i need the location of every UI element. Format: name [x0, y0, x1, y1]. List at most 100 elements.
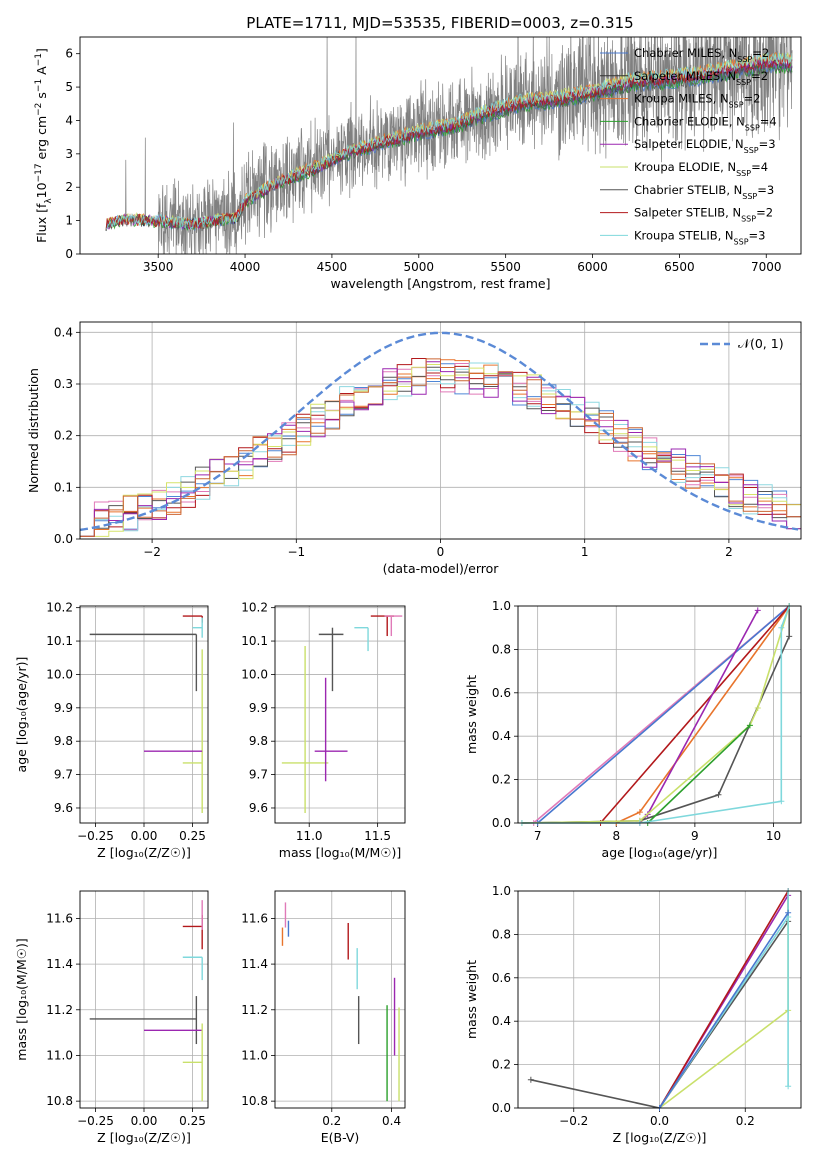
- normal-curve-line: [79, 331, 799, 532]
- legend-sub: SSP: [742, 191, 757, 200]
- cumulative-series-line: [658, 891, 789, 1109]
- x-axis-label: Z [log₁₀(Z/Z☉)]: [613, 1130, 707, 1145]
- y-axis-label-part: s: [34, 92, 49, 103]
- axes-frame: [517, 605, 802, 824]
- legend-entry: Chabrier MILES, NSSP=2: [634, 46, 769, 64]
- y-tick-label: 4: [65, 113, 73, 127]
- y-tick-label: 9.8: [54, 734, 73, 748]
- legend-name: Kroupa STELIB, N: [634, 228, 734, 242]
- x-tick-label: 6500: [664, 260, 695, 274]
- legend-entry: Chabrier ELODIE, NSSP=4: [634, 114, 777, 131]
- model-spectrum-line: [105, 61, 793, 232]
- y-axis-label: mass weight: [464, 960, 479, 1039]
- y-tick-label: 0.2: [492, 773, 511, 787]
- legend-sub: SSP: [729, 100, 744, 109]
- x-tick-label: −0.25: [77, 829, 114, 843]
- plus-marker: [754, 607, 761, 614]
- histogram-series: [80, 358, 801, 537]
- y-tick-label: 5: [65, 80, 73, 94]
- y-axis-label: mass weight: [464, 675, 479, 754]
- cumulative-series-line: [658, 912, 789, 1109]
- x-tick-label: 5000: [404, 260, 435, 274]
- x-tick-label: 0.25: [179, 1114, 206, 1128]
- y-axis-label-part: λ: [44, 198, 54, 204]
- x-tick-label: 0.00: [131, 829, 158, 843]
- model-spectrum-line: [105, 52, 793, 230]
- y-tick-label: 0: [65, 247, 73, 261]
- legend-suffix: =4: [751, 160, 768, 174]
- plus-marker: [754, 704, 761, 711]
- y-tick-label: 0.0: [492, 1101, 511, 1115]
- x-tick-label: 11.5: [364, 829, 391, 843]
- errorbar-plot: [89, 900, 203, 1102]
- x-tick-label: −1: [287, 545, 305, 559]
- figure-title: PLATE=1711, MJD=53535, FIBERID=0003, z=0…: [246, 14, 633, 32]
- y-tick-label: 9.6: [54, 801, 73, 815]
- y-tick-label: 0.4: [54, 325, 73, 339]
- y-axis-label-part: A: [34, 66, 49, 79]
- legend-suffix: =2: [752, 46, 769, 60]
- legend-name: Chabrier ELODIE, N: [634, 114, 745, 128]
- axes-frame: [79, 605, 209, 824]
- y-tick-label: 9.7: [54, 768, 73, 782]
- y-tick-label: 10.8: [241, 1094, 268, 1108]
- legend-sub: SSP: [736, 77, 751, 86]
- y-tick-label: 0.8: [492, 642, 511, 656]
- x-tick-label: 4000: [230, 260, 261, 274]
- x-tick-label: 0.4: [382, 1114, 401, 1128]
- legend-suffix: =3: [757, 183, 774, 197]
- plus-marker: [715, 791, 722, 798]
- y-tick-label: 0.6: [492, 971, 511, 985]
- axes-frame: [79, 890, 209, 1109]
- y-tick-label: 0.0: [492, 816, 511, 830]
- legend-name: Kroupa ELODIE, N: [634, 160, 736, 174]
- y-tick-label: 9.8: [249, 734, 268, 748]
- x-tick-label: 3500: [143, 260, 174, 274]
- plus-marker: [746, 722, 753, 729]
- x-tick-label: 0.2: [322, 1114, 341, 1128]
- y-tick-label: 9.7: [249, 768, 268, 782]
- legend-sub: SSP: [741, 214, 756, 223]
- y-tick-label: 1.0: [492, 599, 511, 613]
- plus-marker: [778, 624, 785, 631]
- y-tick-label: 0.0: [54, 532, 73, 546]
- y-tick-label: 0.8: [492, 927, 511, 941]
- x-axis-label: Z [log₁₀(Z/Z☉)]: [97, 845, 191, 860]
- y-tick-label: 0.1: [54, 480, 73, 494]
- axes-frame: [274, 890, 406, 1109]
- legend-suffix: =2: [751, 69, 768, 83]
- plus-marker: [778, 798, 785, 805]
- legend-sub: SSP: [744, 146, 759, 155]
- y-tick-label: 10.2: [241, 601, 268, 615]
- x-tick-label: 0.2: [736, 1114, 755, 1128]
- y-tick-label: 11.0: [46, 1048, 73, 1062]
- y-axis-label-part: 10: [34, 182, 49, 198]
- y-tick-label: 11.2: [46, 1003, 73, 1017]
- model-spectrum-line: [105, 56, 793, 231]
- legend-entry: Kroupa ELODIE, NSSP=4: [634, 160, 768, 178]
- x-tick-label: 10: [766, 829, 781, 843]
- y-axis-label: mass [log₁₀(M/M☉)]: [14, 938, 29, 1060]
- panel-mass_vs_Z: −0.25 0.00 0.25 10.8 11.0 11.2 11.4 11.6 Z [log₁…: [14, 890, 209, 1145]
- x-tick-label: 8: [612, 829, 620, 843]
- y-tick-label: 10.1: [46, 634, 73, 648]
- x-axis-label: E(B-V): [321, 1130, 360, 1145]
- errorbar-plot: [281, 902, 400, 1102]
- x-tick-label: 7: [534, 829, 542, 843]
- legend-suffix: =3: [759, 137, 776, 151]
- y-tick-label: 9.9: [54, 701, 73, 715]
- axes-frame: [79, 321, 802, 540]
- plus-marker: [527, 1076, 534, 1083]
- legend-sub: SSP: [737, 55, 752, 64]
- y-tick-label: 1.0: [492, 884, 511, 898]
- y-axis-label: age [log₁₀(age/yr)]: [14, 657, 29, 773]
- legend-name: Chabrier STELIB, N: [634, 183, 742, 197]
- y-axis-label: Normed distribution: [26, 368, 41, 493]
- legend-suffix: =4: [760, 114, 777, 128]
- axes-frame: [79, 36, 802, 255]
- cumulative-series-line: [647, 724, 751, 824]
- legend-name: Kroupa MILES, N: [634, 92, 729, 106]
- legend-suffix: =2: [756, 206, 773, 220]
- y-tick-label: 0.2: [492, 1058, 511, 1072]
- y-tick-label: 0.2: [54, 429, 73, 443]
